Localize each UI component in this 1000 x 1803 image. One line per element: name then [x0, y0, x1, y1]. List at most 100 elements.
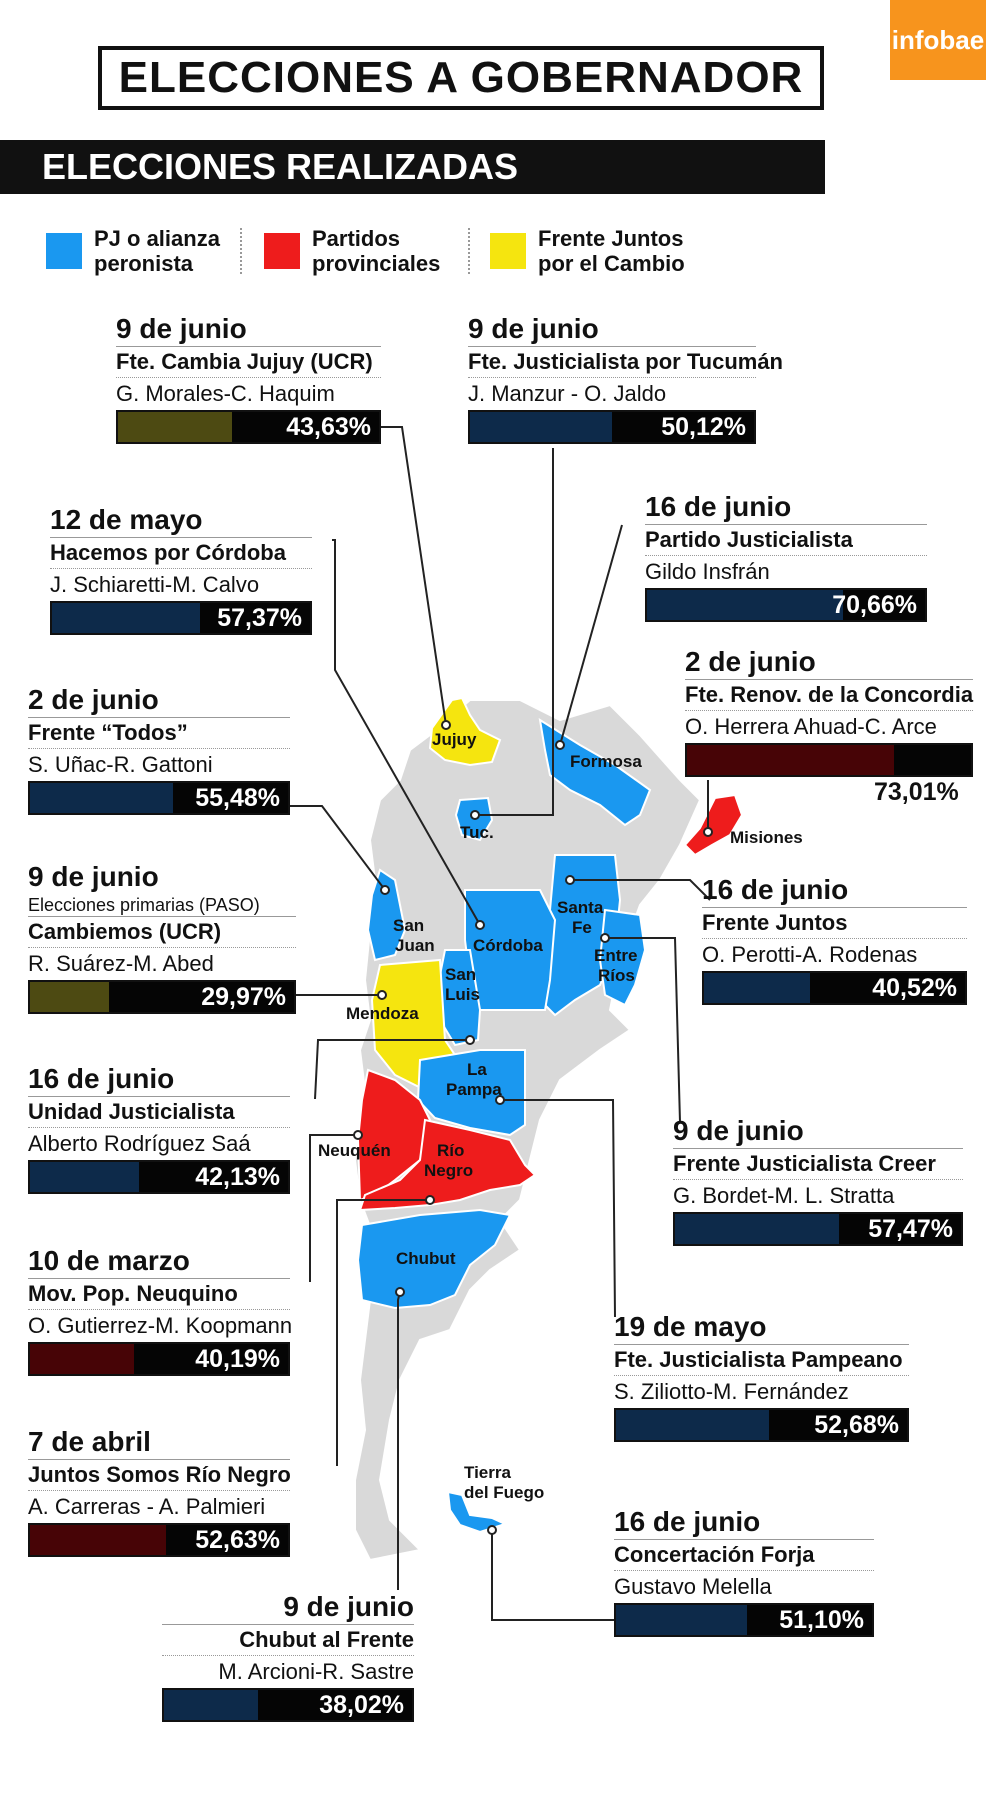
party-name: Mov. Pop. Neuquino	[28, 1278, 290, 1310]
election-date: 10 de marzo	[28, 1245, 190, 1276]
result-bar: 50,12%	[468, 410, 756, 444]
result-card-chubut: 9 de junio Chubut al Frente M. Arcioni-R. …	[162, 1590, 414, 1722]
label-sanluis-2: Luis	[445, 985, 480, 1004]
result-percentage: 52,63%	[195, 1526, 280, 1554]
election-date: 7 de abril	[28, 1426, 151, 1457]
pin-jujuy	[441, 720, 451, 730]
infobae-logo: infobae	[890, 0, 986, 80]
leader-tdf	[491, 1530, 614, 1621]
election-date: 9 de junio	[673, 1115, 804, 1146]
leader-tucuman	[475, 448, 554, 816]
leader-entrerios	[605, 937, 681, 1123]
result-card-tucuman: 9 de junio Fte. Justicialista por Tucumán…	[468, 312, 783, 444]
result-card-rio-negro: 7 de abril Juntos Somos Río Negro A. Carre…	[28, 1425, 291, 1557]
result-bar-fill	[675, 1214, 840, 1244]
party-name: Juntos Somos Río Negro	[28, 1459, 291, 1491]
pin-mendoza	[377, 990, 387, 1000]
candidates: O. Herrera Ahuad-C. Arce	[685, 714, 937, 739]
candidates: J. Schiaretti-M. Calvo	[50, 572, 260, 597]
party-name: Partido Justicialista	[645, 524, 927, 556]
province-neuquen-shape	[356, 1068, 432, 1202]
result-card-misiones: 2 de junio Fte. Renov. de la Concordia O. …	[685, 645, 973, 777]
election-date: 9 de junio	[116, 313, 247, 344]
label-sanluis-1: San	[445, 965, 476, 984]
leader-jujuy	[380, 426, 447, 726]
label-rionegro-1: Río	[437, 1141, 464, 1160]
result-card-formosa: 16 de junio Partido Justicialista Gildo In…	[645, 490, 927, 622]
result-percentage: 29,97%	[201, 983, 286, 1011]
result-card-san-juan: 2 de junio Frente “Todos” S. Uñac-R. Gatto…	[28, 683, 290, 815]
result-bar-fill	[616, 1605, 747, 1635]
label-entrerios-1: Entre	[594, 946, 637, 965]
result-percentage: 50,12%	[661, 413, 746, 441]
election-date: 9 de junio	[28, 861, 159, 892]
pin-tucuman	[470, 810, 480, 820]
result-bar-fill	[52, 603, 200, 633]
label-rionegro-2: Negro	[424, 1161, 473, 1180]
pin-neuquen	[353, 1130, 363, 1140]
party-name: Frente Juntos	[702, 907, 967, 939]
result-bar: 52,68%	[614, 1408, 909, 1442]
candidates: G. Bordet-M. L. Stratta	[673, 1183, 895, 1208]
election-date: 2 de junio	[28, 684, 159, 715]
result-card-la-pampa: 19 de mayo Fte. Justicialista Pampeano S. …	[614, 1310, 909, 1442]
election-date: 16 de junio	[28, 1063, 175, 1094]
label-sanjuan-2: Juan	[395, 936, 435, 955]
party-name: Concertación Forja	[614, 1539, 874, 1571]
candidates: O. Perotti-A. Rodenas	[702, 942, 918, 967]
result-bar-fill	[687, 745, 895, 775]
candidates: R. Suárez-M. Abed	[28, 951, 214, 976]
legend-label-provincial: Partidos provinciales	[312, 226, 441, 276]
legend-item-provincial: Partidos provinciales	[264, 226, 440, 276]
result-card-entre-rios: 9 de junio Frente Justicialista Creer G. B…	[673, 1114, 963, 1246]
legend-label-cambio: Frente Juntos por el Cambio	[538, 226, 685, 276]
candidates: Alberto Rodríguez Saá	[28, 1131, 251, 1156]
result-bar: 70,66%	[645, 588, 927, 622]
province-sanjuan-shape	[366, 868, 407, 962]
label-tucuman: Tuc.	[460, 823, 494, 842]
province-rionegro-shape	[358, 1118, 537, 1212]
pin-formosa	[555, 740, 565, 750]
province-chubut-shape	[356, 1208, 512, 1310]
legend-swatch-pj	[46, 233, 82, 269]
result-bar-fill	[616, 1410, 770, 1440]
leader-rionegro	[336, 1199, 430, 1466]
result-bar: 40,52%	[702, 971, 967, 1005]
candidates: G. Morales-C. Haquim	[116, 381, 335, 406]
party-name: Frente “Todos”	[28, 717, 290, 749]
province-formosa-shape	[538, 717, 652, 827]
result-card-mendoza: 9 de junio Elecciones primarias (PASO) Cam…	[28, 860, 296, 1014]
leader-formosa	[559, 524, 623, 746]
result-card-neuquen: 10 de marzo Mov. Pop. Neuquino O. Gutierre…	[28, 1244, 292, 1376]
label-chubut: Chubut	[396, 1249, 456, 1268]
label-mendoza: Mendoza	[346, 1004, 419, 1023]
party-name: Fte. Justicialista por Tucumán	[468, 346, 783, 378]
pin-sanluis	[465, 1035, 475, 1045]
candidates: S. Uñac-R. Gattoni	[28, 752, 213, 777]
page-title: ELECCIONES A GOBERNADOR	[98, 46, 824, 110]
result-bar: 42,13%	[28, 1160, 290, 1194]
leader-neuquen	[309, 1134, 358, 1282]
result-bar: 43,63%	[116, 410, 381, 444]
result-card-jujuy: 9 de junio Fte. Cambia Jujuy (UCR) G. Mora…	[116, 312, 381, 444]
candidates: S. Ziliotto-M. Fernández	[614, 1379, 849, 1404]
leader-lapampa	[500, 1099, 616, 1318]
party-name: Fte. Cambia Jujuy (UCR)	[116, 346, 381, 378]
party-name: Fte. Justicialista Pampeano	[614, 1344, 909, 1376]
leader-santafe	[570, 879, 711, 901]
result-percentage: 52,68%	[814, 1411, 899, 1439]
result-percentage: 43,63%	[286, 413, 371, 441]
election-date: 19 de mayo	[614, 1311, 767, 1342]
result-card-tierra-del-fuego: 16 de junio Concertación Forja Gustavo Mel…	[614, 1505, 874, 1637]
election-date: 16 de junio	[702, 874, 849, 905]
label-lapampa-2: Pampa	[446, 1080, 502, 1099]
label-tdf-1: Tierra	[464, 1463, 511, 1482]
candidates: Gildo Insfrán	[645, 559, 770, 584]
section-subtitle: ELECCIONES REALIZADAS	[0, 140, 825, 194]
leader-sanluis	[314, 1039, 470, 1100]
election-date: 9 de junio	[283, 1591, 414, 1622]
candidates: A. Carreras - A. Palmieri	[28, 1494, 266, 1519]
result-percentage: 42,13%	[195, 1163, 280, 1191]
candidates: Gustavo Melella	[614, 1574, 772, 1599]
election-date: 16 de junio	[645, 491, 792, 522]
